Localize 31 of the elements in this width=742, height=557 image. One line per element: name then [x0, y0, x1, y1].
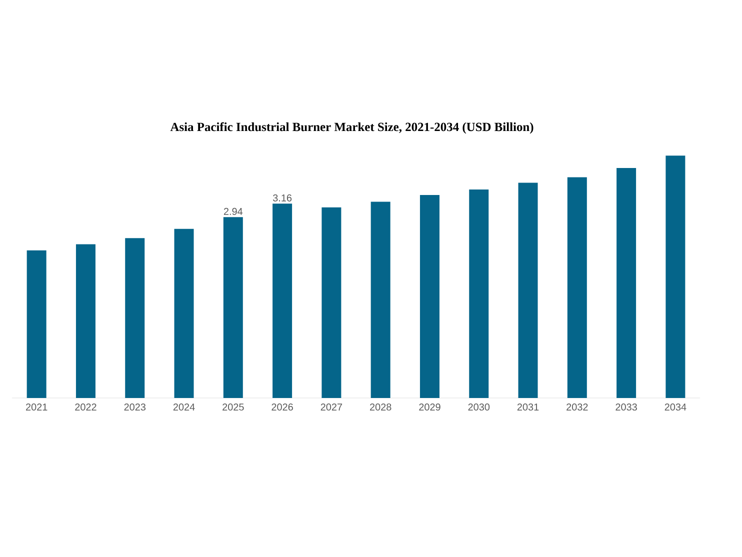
bar	[174, 228, 194, 398]
chart-title: Asia Pacific Industrial Burner Market Size, 2021-2034 (USD Billion)	[170, 122, 534, 134]
x-tick-label: 2026	[272, 404, 293, 411]
x-tick-label: 2028	[370, 404, 392, 411]
x-tick-label: 2030	[468, 404, 490, 411]
bar	[370, 202, 390, 398]
bar	[567, 177, 587, 398]
bar	[223, 217, 243, 398]
x-tick-label: 2031	[517, 404, 539, 411]
bar	[420, 195, 440, 398]
x-tick-label: 2023	[124, 404, 146, 411]
bar	[616, 168, 636, 398]
bar	[666, 156, 686, 398]
bar	[322, 207, 342, 398]
bar	[518, 182, 538, 398]
x-tick-label: 2027	[320, 404, 342, 411]
bar	[26, 250, 46, 398]
x-tick-label: 2025	[222, 404, 244, 411]
x-tick-label: 2033	[616, 404, 637, 411]
data-label: 3.16	[272, 194, 292, 202]
x-tick-label: 2021	[26, 404, 48, 411]
bar	[469, 190, 489, 398]
bar	[76, 244, 96, 398]
x-tick-label: 2034	[664, 404, 686, 411]
data-label: 2.94	[224, 208, 243, 215]
x-tick-label: 2022	[75, 404, 96, 411]
bar	[272, 204, 292, 398]
bar	[125, 238, 145, 398]
x-tick-label: 2024	[173, 404, 195, 411]
x-tick-label: 2029	[419, 404, 440, 411]
x-tick-label: 2032	[566, 404, 588, 411]
